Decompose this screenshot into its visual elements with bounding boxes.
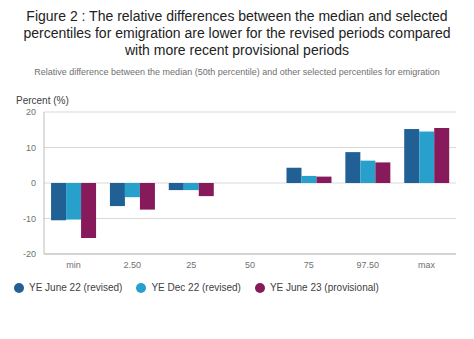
html-text:Relative difference between th: Relative difference between the median (… <box>34 67 440 77</box>
html-text:Percent (%): Percent (%) <box>16 95 69 106</box>
svg-text:25: 25 <box>186 260 196 270</box>
html-text:Figure 2 : The relative differ: Figure 2 : The relative differences betw… <box>23 8 451 58</box>
html-text:YE Dec 22 (revised): YE Dec 22 (revised) <box>151 282 241 293</box>
html-text:YE June 22 (revised): YE June 22 (revised) <box>29 282 123 293</box>
svg-text:50: 50 <box>245 260 255 270</box>
html-text:YE June 23 (provisional): YE June 23 (provisional) <box>269 282 379 293</box>
svg-text:10: 10 <box>26 143 36 153</box>
svg-text:20: 20 <box>26 107 36 117</box>
svg-text:75: 75 <box>304 260 314 270</box>
svg-text:97.50: 97.50 <box>356 260 379 270</box>
svg-text:-20: -20 <box>23 249 36 259</box>
svg-text:2.50: 2.50 <box>124 260 142 270</box>
svg-text:0: 0 <box>31 178 36 188</box>
svg-text:-10: -10 <box>23 214 36 224</box>
svg-text:max: max <box>418 260 436 270</box>
svg-text:min: min <box>66 260 81 270</box>
